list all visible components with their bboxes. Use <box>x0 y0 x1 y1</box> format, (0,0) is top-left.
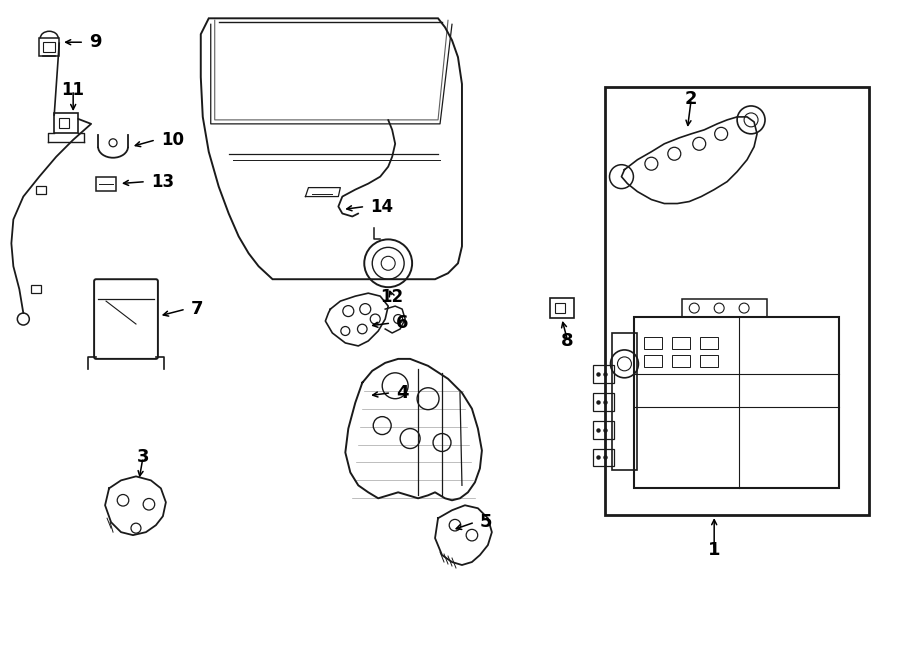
Bar <box>36 186 46 194</box>
Bar <box>644 355 662 367</box>
Bar <box>592 420 615 438</box>
Text: 1: 1 <box>708 541 720 559</box>
Text: 3: 3 <box>137 448 149 467</box>
Bar <box>59 118 69 128</box>
Bar <box>550 298 573 318</box>
Text: 10: 10 <box>161 131 184 149</box>
Bar <box>682 299 767 317</box>
Polygon shape <box>346 359 482 500</box>
Polygon shape <box>622 117 757 204</box>
Bar <box>592 365 615 383</box>
Bar <box>634 317 839 488</box>
Text: 7: 7 <box>191 300 203 318</box>
Text: 5: 5 <box>480 513 492 531</box>
Polygon shape <box>105 477 166 535</box>
Bar <box>592 393 615 410</box>
Bar <box>96 176 116 190</box>
Bar <box>672 337 690 349</box>
Bar <box>644 337 662 349</box>
Text: 4: 4 <box>396 384 409 402</box>
Polygon shape <box>326 293 388 346</box>
Bar <box>43 42 55 52</box>
Text: 12: 12 <box>381 288 404 306</box>
Text: 13: 13 <box>151 173 174 190</box>
Bar <box>613 333 637 471</box>
Bar <box>605 87 868 515</box>
Text: 11: 11 <box>62 81 85 99</box>
Bar <box>554 303 564 313</box>
Bar <box>32 285 41 293</box>
Text: 9: 9 <box>89 33 102 51</box>
Text: 2: 2 <box>685 90 698 108</box>
Bar <box>54 113 78 133</box>
Text: 6: 6 <box>396 314 409 332</box>
Bar <box>700 355 718 367</box>
Bar <box>40 38 59 56</box>
Bar <box>700 337 718 349</box>
Text: 14: 14 <box>370 198 393 215</box>
Polygon shape <box>435 505 492 565</box>
Text: 8: 8 <box>562 332 574 350</box>
Bar <box>592 449 615 467</box>
Bar <box>672 355 690 367</box>
